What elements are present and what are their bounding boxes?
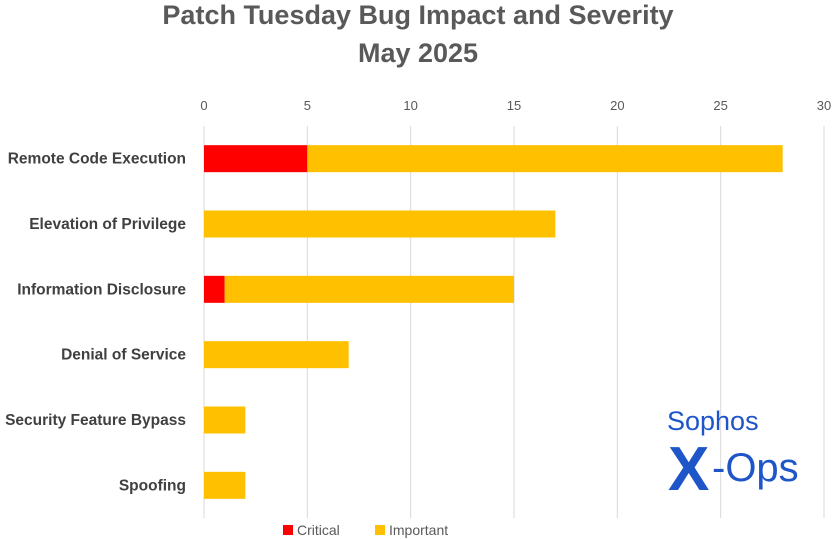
category-label: Information Disclosure — [17, 281, 186, 298]
sophos-x-ops-logo: Sophos X -Ops — [667, 406, 799, 504]
logo-x-text: X — [668, 435, 709, 504]
x-tick-label-25: 25 — [713, 98, 727, 113]
x-tick-label-30: 30 — [817, 98, 831, 113]
x-tick-label-20: 20 — [610, 98, 624, 113]
x-tick-label-0: 0 — [200, 98, 207, 113]
category-labels: Remote Code Execution Elevation of Privil… — [5, 151, 186, 495]
bar-important-4 — [204, 341, 349, 369]
x-tick-label-5: 5 — [304, 98, 311, 113]
category-label: Spoofing — [119, 477, 186, 494]
legend-swatch-critical — [283, 525, 293, 535]
bar-important-2 — [204, 210, 556, 238]
bar-important-3 — [224, 275, 514, 303]
bar-critical-1 — [204, 145, 308, 173]
bar-important-5 — [204, 406, 246, 434]
gridlines — [203, 126, 825, 518]
legend: Critical Important — [283, 522, 448, 538]
legend-swatch-important — [375, 525, 385, 535]
chart-title-line-2: May 2025 — [358, 38, 478, 68]
chart-title: Patch Tuesday Bug Impact and Severity Ma… — [162, 0, 673, 68]
legend-label-critical: Critical — [297, 522, 340, 538]
chart-title-line-1: Patch Tuesday Bug Impact and Severity — [162, 0, 673, 30]
bar-critical-3 — [204, 275, 225, 303]
legend-label-important: Important — [389, 522, 448, 538]
category-label: Remote Code Execution — [8, 151, 186, 168]
bar-important-1 — [307, 145, 783, 173]
logo-ops-text: -Ops — [712, 446, 799, 490]
logo-brand-text: Sophos — [667, 406, 759, 436]
category-label: Denial of Service — [61, 347, 186, 364]
x-tick-label-10: 10 — [403, 98, 417, 113]
x-tick-label-15: 15 — [507, 98, 521, 113]
x-axis-ticks: 0 5 10 15 20 25 30 — [200, 98, 831, 113]
category-label: Elevation of Privilege — [29, 216, 186, 233]
category-label: Security Feature Bypass — [5, 412, 186, 429]
bar-important-6 — [204, 471, 246, 499]
bars — [204, 145, 783, 499]
